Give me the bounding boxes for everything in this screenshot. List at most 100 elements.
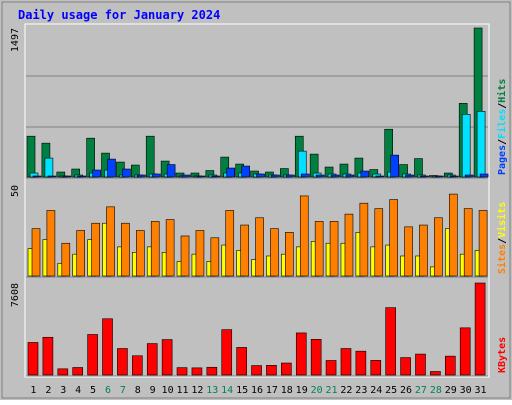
bar-kbytes-day-5: [87, 334, 98, 376]
x-tick-label-8: 8: [135, 385, 141, 396]
x-tick-label-30: 30: [460, 385, 472, 396]
bar-sites-day-6: [106, 206, 115, 277]
bar-hits-day-1: [26, 135, 36, 178]
bar-kbytes-day-17: [266, 365, 277, 376]
bar-kbytes-day-12: [191, 367, 203, 376]
y-max-label-hits-files-pages: 1497: [10, 28, 21, 52]
x-tick-label-4: 4: [75, 385, 81, 396]
plot-frame: [24, 23, 490, 378]
bar-sites-day-3: [61, 242, 71, 277]
legend-entry-kbytes: KBytes: [497, 337, 508, 373]
bar-pages-day-3: [62, 175, 72, 178]
x-tick-label-10: 10: [162, 385, 174, 396]
bar-kbytes-day-13: [206, 366, 218, 376]
bar-files-day-2: [44, 157, 54, 178]
bar-pages-day-31: [479, 173, 489, 178]
bar-pages-day-13: [211, 175, 221, 178]
bar-pages-day-22: [345, 174, 355, 178]
bar-kbytes-day-2: [42, 336, 54, 376]
x-tick-label-16: 16: [251, 385, 263, 396]
x-tick-label-5: 5: [90, 385, 96, 396]
x-tick-label-19: 19: [296, 385, 308, 396]
bar-kbytes-day-3: [57, 368, 69, 376]
bar-pages-day-21: [330, 174, 340, 178]
bar-sites-day-18: [285, 232, 294, 277]
bar-kbytes-day-19: [295, 332, 307, 376]
axis-legend-visits-sites: Sites/Visits: [496, 202, 508, 274]
bar-pages-day-19: [300, 173, 310, 178]
legend-entry-sites: Sites: [496, 244, 508, 274]
outer-border: [1, 1, 511, 399]
bar-sites-day-24: [374, 208, 384, 277]
bar-sites-day-7: [121, 222, 130, 277]
axis-legend-hits-files-pages: Pages/Files/Hits: [496, 79, 508, 175]
bar-sites-day-30: [463, 208, 473, 277]
bar-pages-day-1: [32, 175, 42, 178]
bar-pages-day-4: [77, 175, 87, 178]
bar-pages-day-2: [47, 175, 57, 178]
bar-pages-day-7: [122, 168, 131, 178]
bar-kbytes-day-14: [221, 329, 233, 376]
x-tick-label-11: 11: [176, 385, 188, 396]
bar-sites-day-4: [76, 230, 86, 277]
bar-kbytes-day-29: [444, 355, 456, 376]
x-tick-label-14: 14: [221, 385, 233, 396]
x-tick-label-15: 15: [236, 385, 248, 396]
bar-pages-day-5: [92, 169, 101, 178]
bar-sites-day-28: [434, 217, 443, 277]
bar-kbytes-day-11: [176, 367, 188, 376]
bar-sites-day-26: [404, 226, 413, 277]
bar-sites-day-31: [478, 210, 488, 277]
plot-layer: 1497Pages/Files/Hits50Sites/Visits7608KB…: [1, 1, 511, 399]
x-tick-label-6: 6: [105, 385, 111, 396]
legend-entry-pages: Pages: [497, 145, 508, 175]
bar-sites-day-10: [165, 219, 175, 277]
bar-pages-day-27: [420, 175, 429, 178]
x-tick-label-1: 1: [30, 385, 36, 396]
x-tick-label-3: 3: [60, 385, 66, 396]
bar-pages-day-16: [256, 173, 265, 178]
bar-sites-day-25: [389, 199, 398, 277]
bar-sites-day-20: [314, 221, 324, 277]
axis-legend-kbytes: KBytes: [497, 337, 508, 373]
bar-hits-day-9: [145, 135, 155, 178]
bar-pages-day-17: [271, 174, 280, 178]
x-tick-label-29: 29: [445, 385, 457, 396]
bar-sites-day-12: [195, 230, 205, 277]
bar-pages-day-25: [390, 154, 399, 178]
legend-entry-visits: Visits: [496, 202, 508, 238]
bar-sites-day-22: [344, 213, 354, 277]
bar-kbytes-day-18: [281, 362, 292, 376]
bar-pages-day-30: [464, 174, 474, 178]
bar-kbytes-day-22: [340, 348, 352, 376]
legend-separator: /: [497, 238, 508, 244]
bar-files-day-30: [461, 113, 471, 178]
bar-kbytes-day-10: [161, 339, 173, 376]
legend-separator: /: [497, 139, 508, 145]
bar-sites-day-19: [299, 195, 309, 277]
y-max-label-kbytes: 7608: [10, 283, 21, 307]
x-tick-label-23: 23: [355, 385, 367, 396]
x-tick-label-18: 18: [281, 385, 293, 396]
bar-sites-day-2: [46, 210, 56, 277]
x-tick-label-21: 21: [325, 385, 337, 396]
x-tick-label-24: 24: [370, 385, 382, 396]
bar-pages-day-8: [137, 174, 146, 178]
bar-sites-day-5: [91, 222, 100, 277]
bar-kbytes-day-21: [325, 360, 337, 376]
x-tick-label-26: 26: [400, 385, 412, 396]
bar-pages-day-29: [449, 175, 459, 178]
x-tick-label-12: 12: [191, 385, 203, 396]
bar-kbytes-day-23: [355, 350, 367, 376]
x-tick-label-27: 27: [415, 385, 427, 396]
bar-kbytes-day-4: [72, 367, 84, 376]
x-tick-label-31: 31: [475, 385, 487, 396]
bar-pages-day-15: [241, 165, 250, 178]
bar-sites-day-9: [150, 221, 160, 277]
bar-sites-day-21: [329, 221, 339, 277]
x-tick-label-13: 13: [206, 385, 218, 396]
bar-pages-day-11: [181, 174, 191, 178]
